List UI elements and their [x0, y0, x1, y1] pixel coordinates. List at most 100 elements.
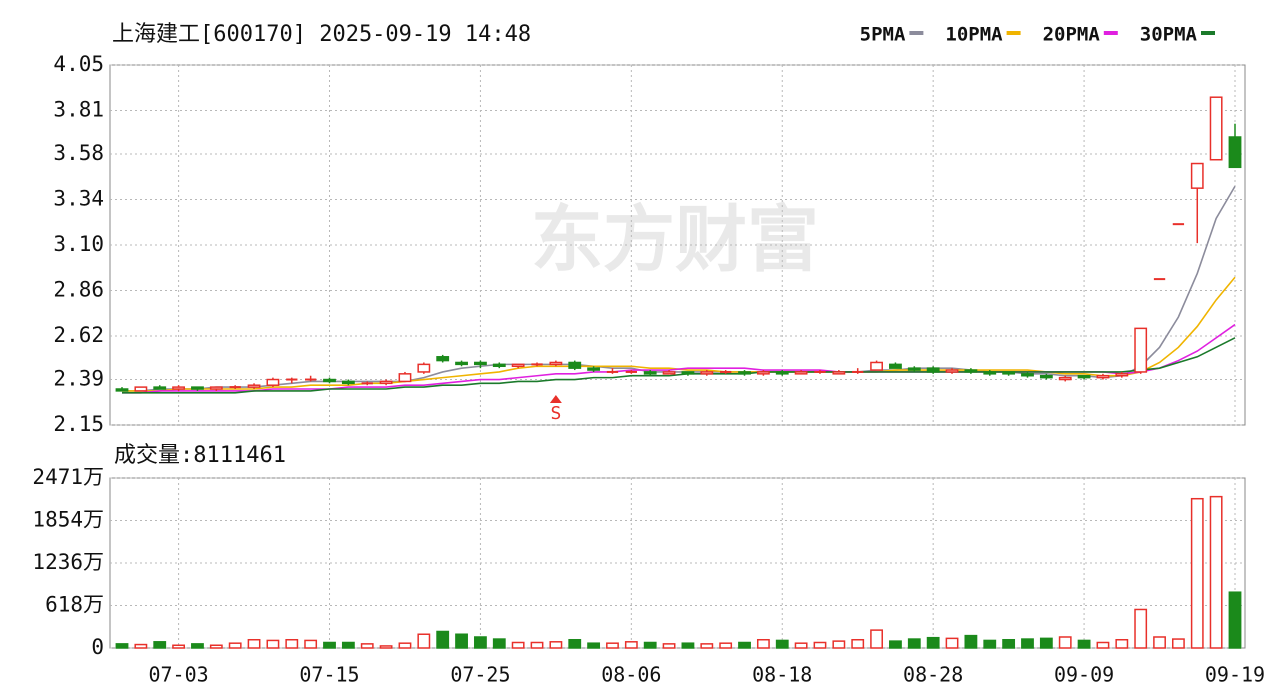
- watermark: 东方财富: [531, 198, 819, 282]
- volume-bar: [662, 643, 676, 649]
- candle-body: [1021, 373, 1034, 377]
- x-tick-label: 08-28: [903, 663, 963, 687]
- y-tick-label: 0: [91, 635, 104, 659]
- chart-title: 上海建工[600170] 2025-09-19 14:48: [112, 22, 531, 47]
- candle-body: [1134, 327, 1148, 373]
- volume-bar: [285, 638, 299, 649]
- legend-label: 20PMA: [1043, 24, 1101, 46]
- volume-bar: [907, 638, 921, 649]
- candle-body: [756, 371, 770, 375]
- x-tick-label: 07-15: [299, 663, 359, 687]
- volume-bar: [511, 641, 525, 649]
- legend-label: 5PMA: [860, 24, 906, 46]
- y-tick-label: 3.34: [53, 187, 104, 211]
- candle-body: [587, 367, 601, 371]
- volume-bar: [266, 639, 280, 649]
- candle-body: [474, 361, 487, 366]
- candle-body: [832, 371, 846, 375]
- y-tick-label: 3.58: [53, 141, 104, 165]
- ma-line: [122, 276, 1236, 392]
- volume-bar: [945, 637, 959, 649]
- volume-bar: [341, 641, 355, 649]
- candle-body: [492, 363, 506, 368]
- volume-bar: [832, 640, 846, 649]
- y-tick-label: 618万: [45, 592, 104, 616]
- candle-body: [1115, 373, 1129, 377]
- volume-bar: [172, 644, 186, 649]
- volume-bar: [1096, 641, 1110, 649]
- volume-bar: [964, 634, 978, 649]
- candle-body: [889, 363, 902, 369]
- volume-bar: [756, 638, 770, 649]
- candle-body: [323, 378, 336, 383]
- candle-body: [247, 384, 261, 388]
- volume-bar: [1209, 495, 1223, 649]
- volume-bar: [700, 643, 714, 649]
- y-tick-label: 4.05: [53, 52, 104, 76]
- volume-bar: [549, 641, 563, 649]
- y-tick-label: 3.81: [53, 97, 104, 121]
- volume-bar: [304, 639, 318, 649]
- candle-body: [209, 386, 223, 390]
- volume-bar: [926, 636, 940, 649]
- candle-body: [870, 361, 883, 371]
- candle-body: [964, 369, 978, 373]
- candle-body: [115, 388, 129, 392]
- y-tick-label: 3.10: [53, 232, 104, 256]
- volume-bar: [889, 640, 902, 649]
- volume-bar: [851, 638, 865, 649]
- candle-body: [341, 380, 355, 385]
- candle-body: [266, 378, 280, 386]
- candle-body: [568, 361, 582, 369]
- candle-body: [794, 371, 808, 375]
- volume-bar: [870, 629, 883, 649]
- volume-bar: [209, 644, 223, 649]
- candle-body: [1058, 376, 1072, 381]
- candle-body: [1190, 162, 1204, 189]
- volume-bar: [1002, 638, 1016, 649]
- volume-bar: [1021, 638, 1034, 649]
- candle-body: [1039, 374, 1053, 379]
- volume-bar: [624, 641, 638, 649]
- volume-bar: [455, 633, 468, 649]
- x-tick-label: 08-06: [601, 663, 661, 687]
- y-tick-label: 2.39: [53, 367, 104, 391]
- volume-bar: [1058, 636, 1072, 649]
- candle-body: [1228, 136, 1242, 169]
- y-tick-label: 1854万: [32, 507, 104, 531]
- volume-bar: [568, 638, 582, 649]
- candle-body: [681, 371, 695, 375]
- volume-bar: [1039, 637, 1053, 649]
- volume-bar: [530, 641, 544, 649]
- candle-body: [738, 371, 751, 375]
- volume-bar: [1134, 608, 1148, 649]
- x-tick-label: 07-25: [450, 663, 510, 687]
- candle-body: [700, 371, 714, 375]
- volume-bar: [1153, 636, 1166, 649]
- volume-bar: [738, 641, 751, 649]
- candle-body: [511, 363, 525, 368]
- volume-bar: [1171, 638, 1185, 649]
- x-tick-label: 07-03: [148, 663, 208, 687]
- volume-bar: [323, 641, 336, 649]
- volume-bar: [643, 641, 657, 649]
- volume-bar: [587, 642, 601, 649]
- candle-body: [134, 386, 148, 392]
- candle-body: [172, 386, 186, 390]
- x-tick-label: 09-19: [1205, 663, 1265, 687]
- candle-body: [775, 371, 789, 375]
- candle-body: [643, 371, 657, 375]
- candle-body: [983, 371, 997, 375]
- candle-body: [1002, 371, 1016, 375]
- candle-body: [662, 371, 676, 375]
- volume-bar: [1115, 638, 1129, 649]
- volume-title: 成交量:8111461: [114, 443, 286, 468]
- candle-body: [455, 361, 468, 366]
- volume-bar: [228, 642, 242, 649]
- volume-bar: [775, 639, 789, 649]
- ma-line: [122, 185, 1236, 392]
- candle-body: [153, 386, 167, 390]
- volume-bar: [983, 639, 997, 649]
- y-tick-label: 2.15: [53, 412, 104, 436]
- volume-bar: [417, 633, 431, 649]
